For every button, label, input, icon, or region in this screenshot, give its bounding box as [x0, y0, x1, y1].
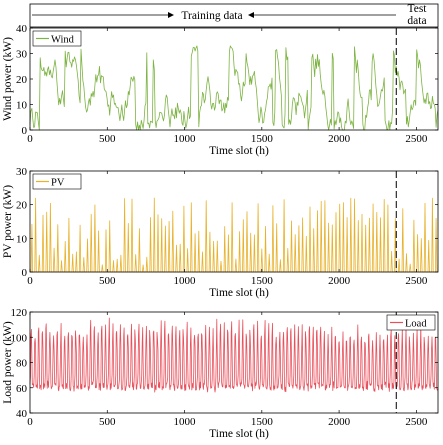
- x-tick-label: 1500: [251, 133, 274, 145]
- x-tick-label: 0: [27, 133, 33, 145]
- x-axis-label: Time slot (h): [209, 145, 269, 157]
- test-label-line1: Test: [408, 3, 428, 15]
- y-tick-label: 30: [16, 166, 28, 178]
- legend-box: [32, 173, 82, 190]
- training-label: Training data: [181, 10, 242, 22]
- training-arrowhead-right: [248, 12, 254, 18]
- y-tick-label: 60: [16, 383, 28, 395]
- y-tick-label: 120: [11, 307, 28, 319]
- legend: Load: [386, 314, 436, 331]
- axis-frame: [29, 170, 439, 273]
- series-line-pv: [30, 197, 438, 273]
- x-tick-label: 1000: [174, 416, 197, 428]
- y-tick-label: 100: [11, 332, 28, 344]
- y-tick-label: 10: [16, 233, 28, 245]
- y-axis-label: PV power (kW): [2, 185, 14, 258]
- x-tick-label: 500: [99, 133, 116, 145]
- header-frame: [29, 3, 439, 28]
- axis-frame: [29, 27, 439, 131]
- x-tick-label: 2000: [328, 275, 351, 287]
- x-tick-label: 500: [99, 275, 116, 287]
- x-tick-label: 1500: [251, 275, 274, 287]
- y-tick-label: 0: [22, 267, 28, 279]
- x-tick-label: 500: [99, 416, 116, 428]
- y-tick-label: 10: [16, 100, 28, 112]
- x-tick-label: 1000: [174, 275, 197, 287]
- y-tick-label: 40: [16, 408, 28, 420]
- legend: PV: [32, 173, 82, 190]
- series-line-wind: [29, 45, 439, 131]
- legend-box: [386, 314, 436, 331]
- y-axis-label: Wind power (kW): [2, 37, 14, 121]
- x-tick-label: 2500: [405, 416, 428, 428]
- legend-box: [32, 30, 82, 47]
- x-axis-label: Time slot (h): [209, 287, 269, 299]
- split-header: Training data Test data: [29, 3, 439, 28]
- x-tick-label: 2000: [328, 133, 351, 145]
- x-axis-label: Time slot (h): [209, 428, 269, 440]
- legend-label: PV: [51, 178, 65, 189]
- test-label-line2: data: [407, 15, 426, 27]
- chart-panel-3: 0 500 1000 1500 2000 2500 40 60 80 100 120 Time slo…: [2, 307, 439, 440]
- y-tick-label: 30: [16, 49, 28, 61]
- chart-panel-2: 0 500 1000 1500 2000 2500 0 10 20 30 Time slot (h)…: [2, 166, 439, 299]
- training-arrowhead-left: [168, 12, 174, 18]
- legend-label: Load: [405, 319, 427, 330]
- series-line-load: [29, 317, 439, 393]
- x-tick-label: 0: [27, 275, 33, 287]
- y-tick-label: 20: [16, 74, 28, 86]
- x-tick-label: 1000: [174, 133, 197, 145]
- x-tick-label: 2500: [405, 275, 428, 287]
- y-tick-label: 0: [22, 125, 28, 137]
- y-axis-label: Load power (kW): [2, 321, 14, 404]
- y-tick-label: 80: [16, 358, 28, 370]
- legend: Wind: [32, 30, 82, 47]
- y-tick-label: 40: [16, 23, 28, 35]
- x-tick-label: 0: [27, 416, 33, 428]
- y-tick-label: 20: [16, 200, 28, 212]
- chart-panel-1: 0 500 1000 1500 2000 2500 0 10 20 30 40 Time slot (…: [2, 23, 439, 157]
- legend-label: Wind: [51, 35, 75, 46]
- x-tick-label: 2500: [405, 133, 428, 145]
- x-tick-label: 1500: [251, 416, 274, 428]
- x-tick-label: 2000: [328, 416, 351, 428]
